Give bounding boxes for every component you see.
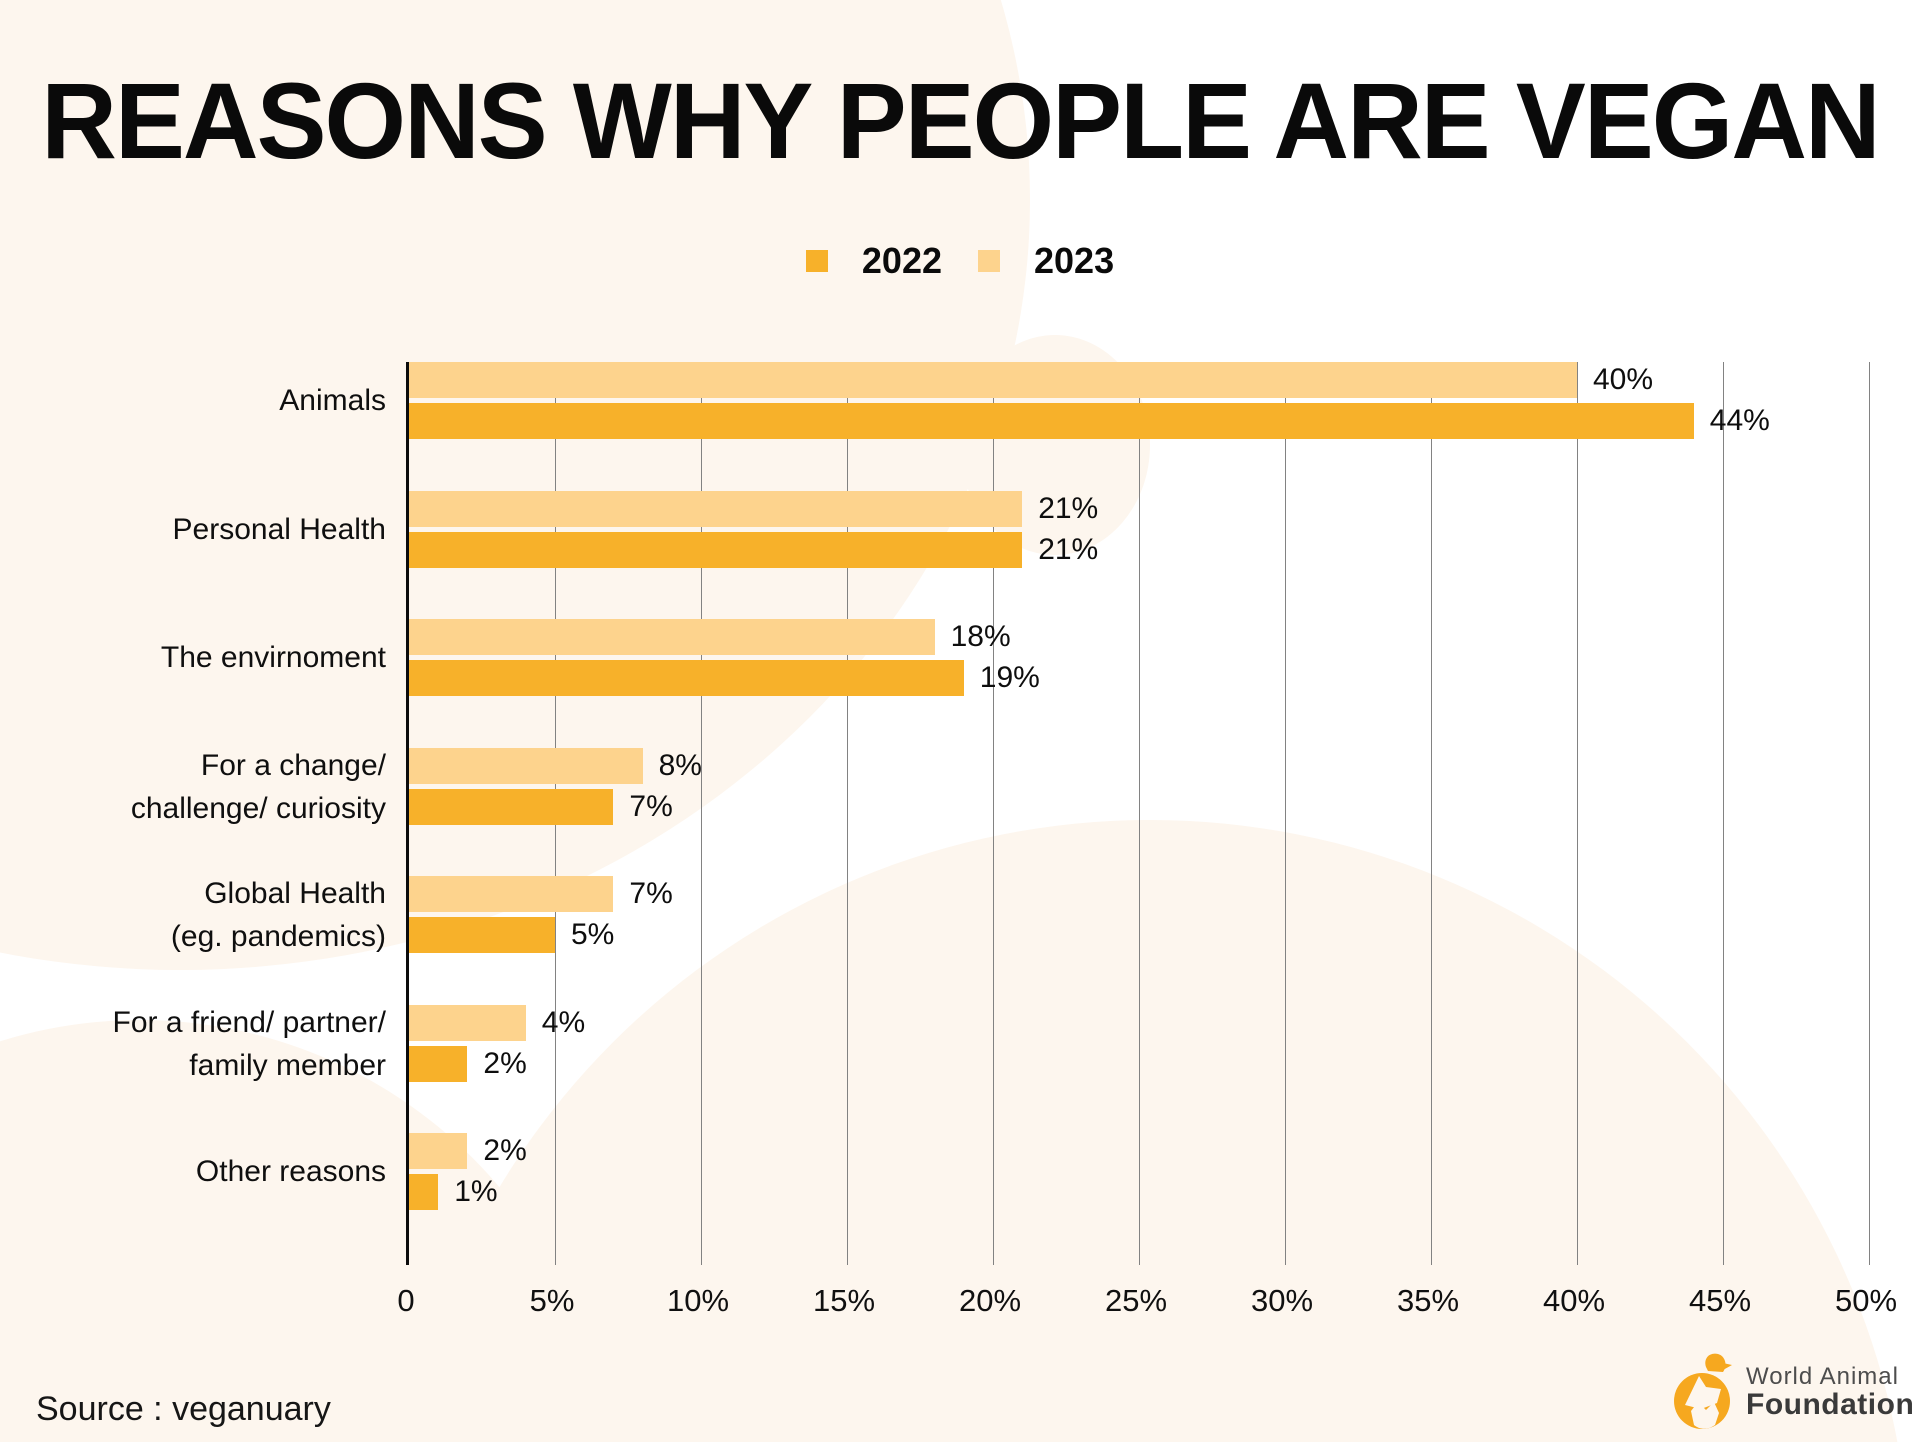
- value-label: 2%: [483, 1134, 527, 1167]
- value-label: 19%: [979, 661, 1040, 694]
- value-label: 1%: [454, 1175, 498, 1208]
- x-axis-tick-label: 45%: [1688, 1283, 1752, 1318]
- bar-row-2023: 4%: [409, 1005, 1869, 1041]
- value-label: 21%: [1038, 533, 1099, 566]
- legend-item-2022: 2022: [805, 240, 942, 282]
- bar-2022: [409, 403, 1694, 439]
- bar-row-2023: 18%: [409, 619, 1869, 655]
- x-axis-tick-label: 40%: [1542, 1283, 1606, 1318]
- dog-silhouette: [1685, 1376, 1721, 1409]
- value-label: 7%: [629, 790, 673, 823]
- bar-row-2022: 1%: [409, 1174, 1869, 1210]
- bar-2023: [409, 1133, 468, 1169]
- bar-row-2023: 40%: [409, 362, 1869, 398]
- category-label-line: Other reasons: [195, 1155, 386, 1188]
- bar-2022: [409, 1174, 439, 1210]
- category-label-line: For a friend/ partner/: [112, 1005, 386, 1039]
- x-axis-tick-label: 20%: [958, 1283, 1022, 1318]
- legend-swatch-2023: [978, 250, 1000, 272]
- bar-row-2023: 8%: [409, 748, 1869, 784]
- x-axis-tick-label: 0: [397, 1283, 415, 1318]
- legend-label-2023: 2023: [1034, 240, 1115, 281]
- bar-2022: [409, 1046, 468, 1082]
- bar-2023: [409, 876, 614, 912]
- category-label-line: challenge/ curiosity: [130, 791, 386, 825]
- gridline: [1869, 362, 1870, 1265]
- bar-2023: [409, 619, 935, 655]
- category-label-line: family member: [189, 1048, 386, 1082]
- category-label: Global Health (eg. pandemics): [0, 876, 386, 953]
- category-label: Personal Health: [0, 491, 386, 568]
- gridline: [1285, 362, 1286, 1265]
- x-axis-tick-label: 10%: [666, 1283, 730, 1318]
- gridline: [1139, 362, 1140, 1265]
- logo-line1: World Animal: [1746, 1362, 1899, 1390]
- source-text: Source : veganuary: [36, 1390, 331, 1428]
- legend-label-2022: 2022: [861, 240, 942, 281]
- bar-row-2023: 2%: [409, 1133, 1869, 1169]
- value-label: 18%: [950, 620, 1011, 653]
- x-axis-tick-label: 5%: [529, 1283, 575, 1318]
- bar-2023: [409, 491, 1023, 527]
- bar-2022: [409, 917, 555, 953]
- category-label: For a change/challenge/ curiosity: [0, 748, 386, 825]
- category-label-line: (eg. pandemics): [170, 919, 386, 953]
- category-label-line: The envirnoment: [160, 641, 386, 674]
- gridline: [1431, 362, 1432, 1265]
- category-label-line: For a change/: [200, 748, 386, 782]
- value-label: 5%: [571, 918, 615, 951]
- x-axis-tick-label: 50%: [1834, 1283, 1898, 1318]
- cat-silhouette: [1691, 1402, 1719, 1429]
- category-label-line: Animals: [279, 384, 386, 417]
- bar-row-2022: 7%: [409, 789, 1869, 825]
- x-axis-tick-label: 30%: [1250, 1283, 1314, 1318]
- bird-silhouette: [1705, 1353, 1726, 1372]
- bar-row-2022: 5%: [409, 917, 1869, 953]
- bar-2022: [409, 660, 964, 696]
- bar-2023: [409, 362, 1577, 398]
- category-label: Animals: [0, 362, 386, 439]
- x-axis-tick-label: 15%: [812, 1283, 876, 1318]
- legend-item-2023: 2023: [978, 240, 1114, 282]
- plot-area: 40% 44% 21% 21% 18% 19% 8% 7% 7% 5% 4% 2% 2% 1%: [406, 362, 1870, 1265]
- gridline: [993, 362, 994, 1265]
- value-label: 2%: [483, 1047, 527, 1080]
- legend-swatch-2022: [805, 250, 828, 272]
- chart-title: REASONS WHY PEOPLE ARE VEGAN: [41, 60, 1880, 181]
- gridline: [1723, 362, 1724, 1265]
- legend: 2022 2023: [0, 240, 1920, 282]
- gridline: [1577, 362, 1578, 1265]
- bar-2022: [409, 789, 614, 825]
- gridline: [701, 362, 702, 1265]
- x-axis-tick-label: 25%: [1104, 1283, 1168, 1318]
- gridline: [847, 362, 848, 1265]
- category-label: Other reasons: [0, 1133, 386, 1210]
- value-label: 4%: [541, 1006, 586, 1039]
- bar-row-2022: 2%: [409, 1046, 1869, 1082]
- logo-line2: Foundation: [1746, 1387, 1915, 1421]
- paw-dog-cat-logo-icon: [1674, 1353, 1732, 1429]
- category-label-line: Personal Health: [172, 513, 386, 546]
- x-axis-tick-label: 35%: [1396, 1283, 1460, 1318]
- category-label: The envirnoment: [0, 619, 386, 696]
- world-animal-foundation-logo: World Animal Foundation: [1672, 1352, 1914, 1432]
- bar-2023: [409, 1005, 526, 1041]
- bar-2022: [409, 532, 1023, 568]
- category-label-line: Global Health: [204, 876, 386, 910]
- value-label: 40%: [1593, 363, 1654, 396]
- bar-row-2022: 21%: [409, 532, 1869, 568]
- bar-row-2023: 21%: [409, 491, 1869, 527]
- bar-row-2023: 7%: [409, 876, 1869, 912]
- bar-2023: [409, 748, 643, 784]
- value-label: 44%: [1709, 404, 1770, 437]
- bar-row-2022: 44%: [409, 403, 1869, 439]
- category-label: For a friend/ partner/family member: [0, 1005, 386, 1082]
- value-label: 7%: [629, 877, 673, 910]
- value-label: 21%: [1038, 492, 1099, 525]
- value-label: 8%: [658, 749, 702, 782]
- bar-row-2022: 19%: [409, 660, 1869, 696]
- logo-text: World Animal Foundation: [1746, 1362, 1915, 1421]
